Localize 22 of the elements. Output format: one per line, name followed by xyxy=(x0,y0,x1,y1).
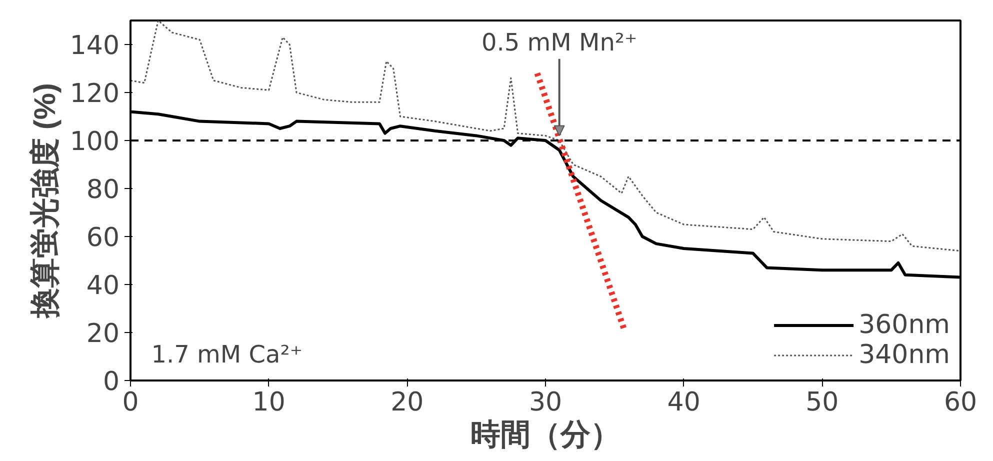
annotation: 0.5 mM Mn²⁺ xyxy=(481,28,638,56)
y-tick-label: 60 xyxy=(86,223,120,253)
x-tick-label: 10 xyxy=(252,388,286,418)
y-tick-label: 40 xyxy=(86,271,120,301)
x-tick-label: 40 xyxy=(667,388,700,418)
y-axis-title: 換算蛍光強度 (%) xyxy=(28,82,62,319)
y-tick-label: 140 xyxy=(70,31,120,61)
y-tick-label: 120 xyxy=(70,79,120,109)
annotation: 1.7 mM Ca²⁺ xyxy=(151,340,303,368)
y-tick-label: 0 xyxy=(102,367,120,397)
y-tick-label: 80 xyxy=(86,175,120,205)
x-tick-label: 30 xyxy=(528,388,562,418)
y-tick-label: 20 xyxy=(86,319,120,349)
y-tick-label: 100 xyxy=(70,127,120,157)
x-tick-label: 50 xyxy=(806,388,839,418)
line-series xyxy=(130,20,960,252)
legend-label: 340nm xyxy=(858,340,950,370)
x-tick-label: 20 xyxy=(390,388,424,418)
x-axis-title: 時間（分） xyxy=(470,418,620,452)
legend-label: 360nm xyxy=(858,310,950,340)
x-tick-label: 0 xyxy=(122,388,139,418)
x-tick-label: 60 xyxy=(944,388,978,418)
